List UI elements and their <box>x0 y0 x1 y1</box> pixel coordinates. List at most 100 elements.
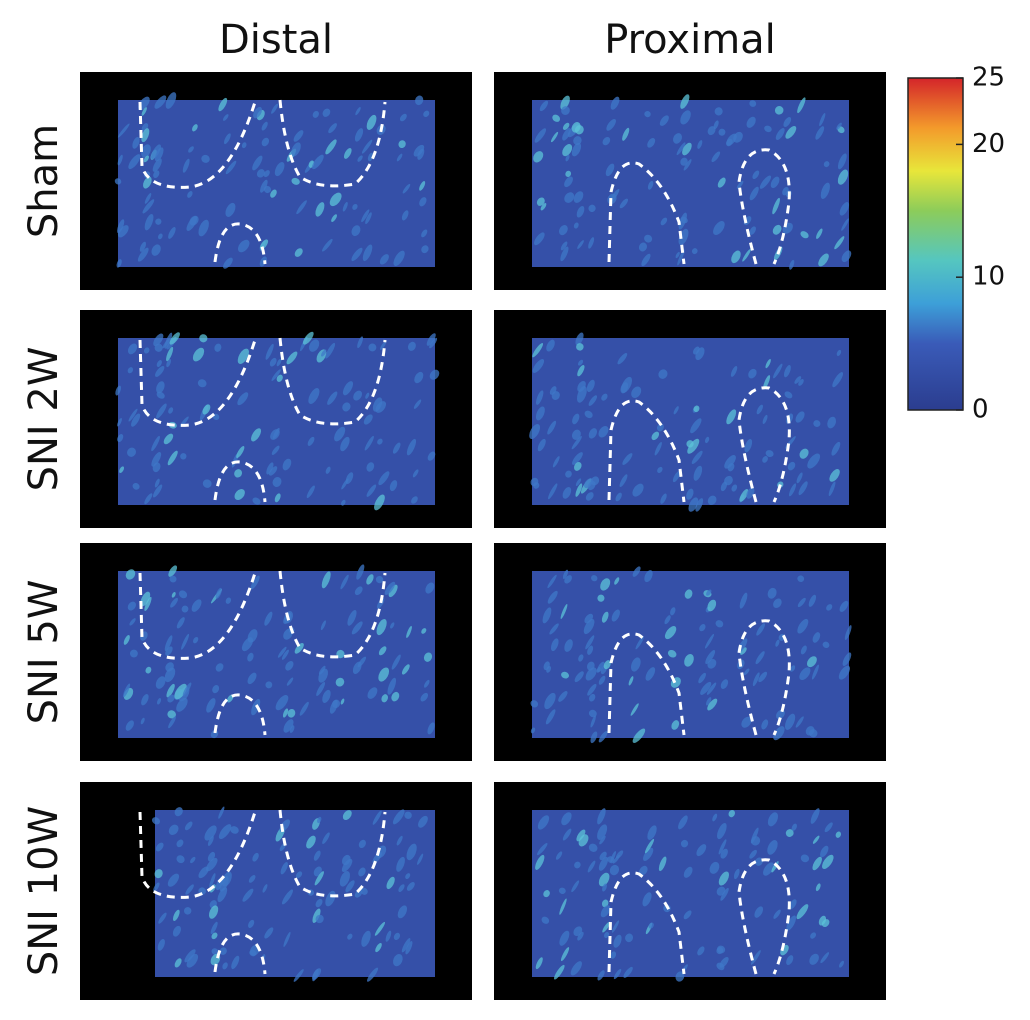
signal-spot <box>151 244 161 256</box>
signal-spot <box>351 225 361 237</box>
signal-spot <box>767 587 777 599</box>
signal-spot <box>420 692 429 702</box>
signal-spot <box>322 238 333 252</box>
signal-spot <box>602 921 611 933</box>
signal-spot <box>718 871 729 886</box>
signal-spot <box>211 932 218 940</box>
signal-spot <box>841 250 852 263</box>
signal-spot <box>829 469 840 482</box>
signal-spot <box>621 376 633 393</box>
signal-spot <box>756 623 765 636</box>
signal-spot <box>157 939 165 951</box>
signal-spot <box>664 626 677 640</box>
signal-spot <box>818 915 827 926</box>
signal-spot <box>215 587 222 599</box>
signal-spot <box>302 331 314 345</box>
signal-spot <box>602 883 607 892</box>
signal-spot <box>835 831 842 838</box>
signal-spot <box>206 857 218 872</box>
signal-spot <box>600 578 611 591</box>
signal-spot <box>542 607 552 624</box>
signal-spot <box>117 154 123 166</box>
signal-spot <box>561 812 572 826</box>
signal-spot <box>429 369 440 380</box>
signal-spot <box>291 177 300 185</box>
signal-spot <box>367 687 378 699</box>
signal-spot <box>144 493 153 505</box>
region-outline <box>278 337 387 426</box>
signal-spot <box>168 227 176 239</box>
signal-spot <box>274 493 281 503</box>
region-outline <box>737 148 791 265</box>
signal-spot <box>141 144 151 158</box>
signal-spot <box>532 359 545 373</box>
signal-spot <box>691 450 703 464</box>
signal-spot <box>367 152 374 162</box>
signal-spot <box>398 140 406 149</box>
signal-spot <box>686 440 694 448</box>
signal-spot <box>678 228 689 246</box>
signal-spot <box>207 835 214 846</box>
signal-spot <box>763 375 771 390</box>
signal-spot <box>609 864 620 876</box>
signal-spot <box>271 103 279 114</box>
signal-spot <box>191 599 202 612</box>
signal-spot <box>785 829 794 837</box>
signal-spot <box>384 581 396 595</box>
signal-spot <box>647 138 656 148</box>
signal-spot <box>597 808 606 825</box>
signal-spot <box>746 487 755 499</box>
signal-spot <box>340 574 349 590</box>
signal-spot <box>219 947 227 955</box>
signal-spot <box>407 341 416 351</box>
signal-spot <box>151 435 160 452</box>
signal-spot <box>318 665 326 675</box>
signal-spot <box>816 228 823 239</box>
signal-spot <box>364 435 374 451</box>
signal-spot <box>358 867 366 877</box>
signal-spot <box>577 364 585 377</box>
signal-spot <box>173 909 180 921</box>
signal-spot <box>413 399 422 409</box>
signal-spot <box>815 883 821 892</box>
signal-spot <box>688 497 699 512</box>
signal-spot <box>356 564 365 580</box>
signal-spot <box>363 414 373 425</box>
signal-spot <box>294 642 304 654</box>
signal-spot <box>535 854 545 870</box>
signal-spot <box>129 618 136 626</box>
signal-spot <box>132 482 140 490</box>
signal-spot <box>739 489 749 502</box>
signal-spot <box>601 611 609 623</box>
colorbar-tick-label: 25 <box>972 63 1005 93</box>
signal-spot <box>265 681 273 689</box>
signal-spot <box>151 817 161 825</box>
signal-spot <box>812 835 820 844</box>
signal-spot <box>709 861 720 874</box>
signal-spot <box>427 722 435 735</box>
signal-spot <box>632 566 641 577</box>
signal-spot <box>231 955 240 970</box>
signal-spot <box>153 333 164 347</box>
signal-spot <box>421 245 429 254</box>
signal-spot <box>236 446 245 459</box>
signal-spot <box>401 938 411 953</box>
signal-spot <box>392 442 401 454</box>
signal-spot <box>584 478 593 489</box>
signal-spot <box>790 665 796 672</box>
signal-spot <box>396 856 405 872</box>
signal-spot <box>388 584 398 598</box>
signal-spot <box>704 633 715 649</box>
signal-spot <box>315 202 325 217</box>
signal-spot <box>562 128 571 141</box>
signal-spot <box>366 484 377 497</box>
signal-spot <box>192 124 198 132</box>
signal-spot <box>639 865 648 876</box>
signal-spot <box>225 202 236 217</box>
signal-spot <box>396 835 403 846</box>
signal-spot <box>237 348 249 364</box>
signal-spot <box>190 856 196 864</box>
signal-spot <box>547 574 557 589</box>
signal-spot <box>812 632 821 643</box>
signal-spot <box>547 590 558 604</box>
